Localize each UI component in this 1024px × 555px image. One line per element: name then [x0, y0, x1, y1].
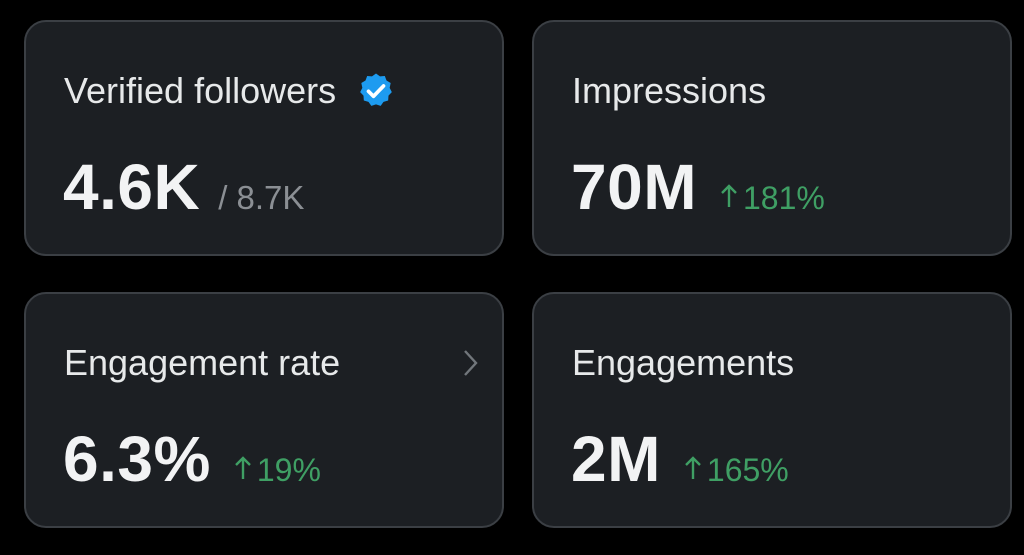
card-value: 6.3%: [63, 423, 211, 495]
card-label: Engagement rate: [64, 342, 341, 383]
up-arrow: [685, 456, 701, 479]
change-text: 181%: [743, 180, 825, 216]
card-label: Impressions: [572, 70, 767, 111]
card-values: 6.3% 19%: [63, 422, 321, 496]
card-change: 181%: [719, 180, 825, 217]
stat-card[interactable]: Verified followers 4.6K / 8.7K: [24, 20, 504, 256]
chevron-right[interactable]: [460, 348, 480, 378]
up-arrow: [721, 184, 737, 207]
card-label-row: Engagement rate: [64, 342, 340, 384]
card-label: Engagements: [572, 342, 795, 383]
stat-card[interactable]: Impressions 70M 181%: [532, 20, 1012, 256]
card-label-row: Impressions: [572, 70, 766, 112]
card-values: 70M 181%: [571, 150, 825, 224]
card-values: 2M 165%: [571, 422, 789, 496]
card-label-row: Engagements: [572, 342, 794, 384]
change-text: 165%: [706, 452, 789, 488]
card-value: 4.6K: [63, 151, 201, 223]
verified-badge: [360, 73, 392, 106]
card-total: / 8.7K: [218, 179, 305, 216]
card-value: 70M: [571, 151, 697, 223]
card-value: 2M: [571, 423, 661, 495]
card-values: 4.6K / 8.7K: [63, 150, 304, 224]
card-label-row: Verified followers: [64, 70, 396, 112]
card-label: Verified followers: [64, 70, 337, 111]
card-change: 165%: [683, 452, 789, 489]
stat-card[interactable]: Engagement rate 6.3% 19%: [24, 292, 504, 528]
stat-card[interactable]: Engagements 2M 165%: [532, 292, 1012, 528]
up-arrow: [235, 456, 251, 479]
change-text: 19%: [256, 452, 321, 488]
card-change: 19%: [233, 452, 321, 489]
